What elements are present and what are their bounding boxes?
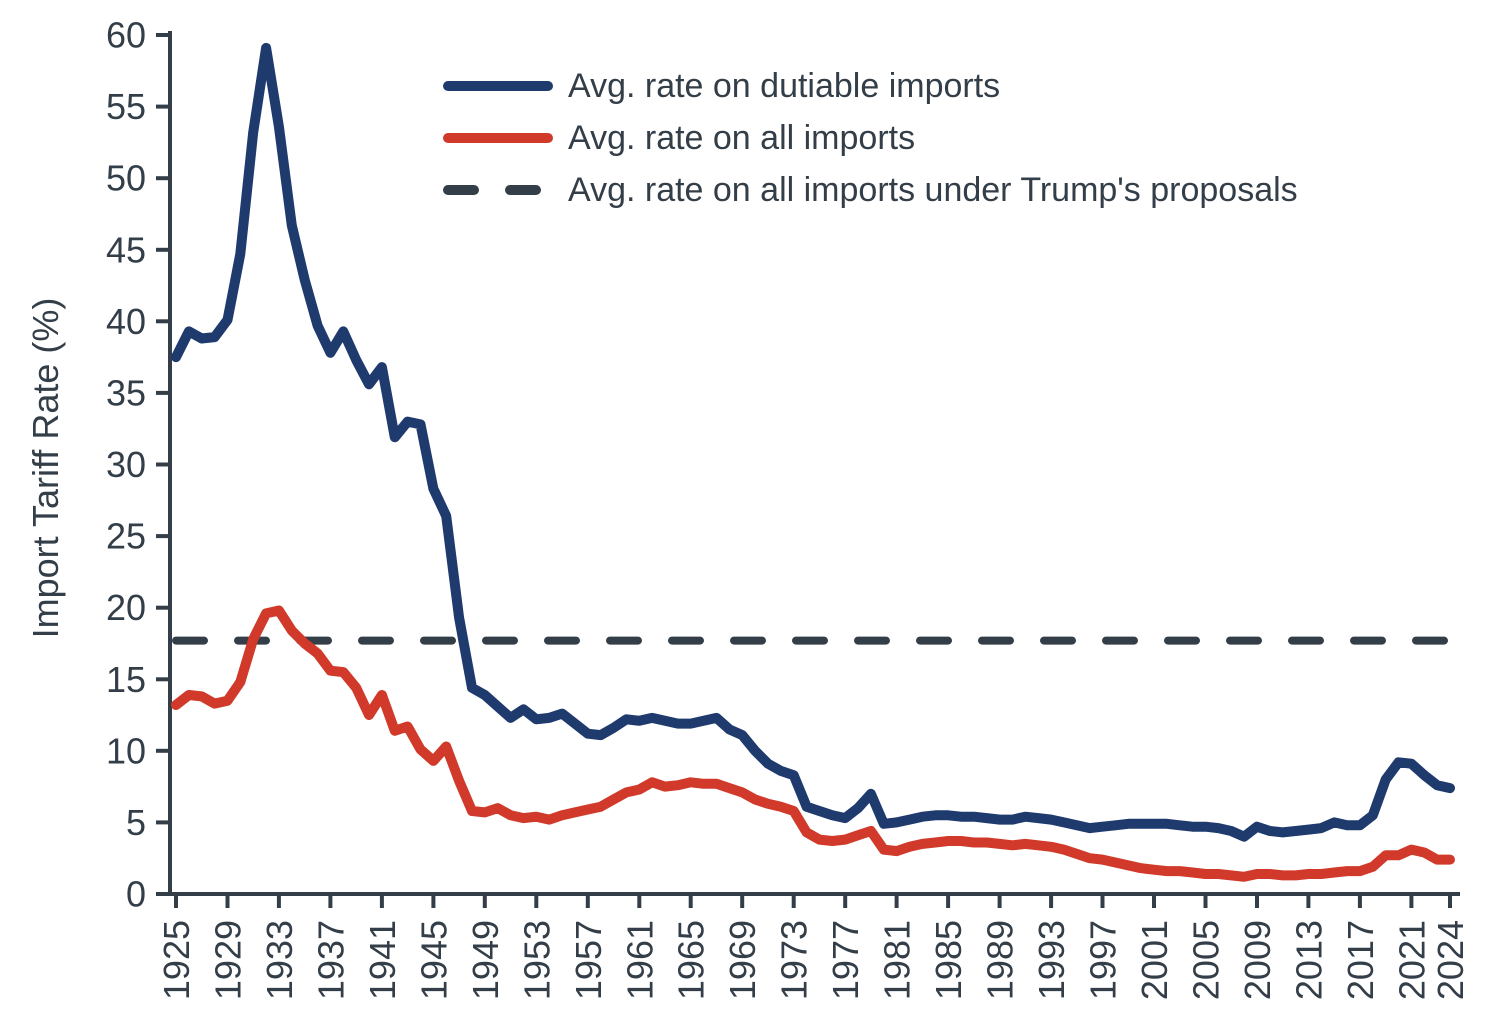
legend-label-all-imports: Avg. rate on all imports bbox=[568, 118, 916, 157]
x-tick-label: 1925 bbox=[156, 920, 197, 1000]
legend: Avg. rate on dutiable imports Avg. rate … bbox=[442, 60, 1298, 216]
y-tick-label: 60 bbox=[106, 15, 146, 56]
y-tick-label: 0 bbox=[126, 874, 146, 915]
x-tick-label: 2013 bbox=[1288, 920, 1329, 1000]
x-tick-label: 1965 bbox=[671, 920, 712, 1000]
legend-line-swatch-dutiable bbox=[443, 81, 553, 91]
legend-label-trump-proposal: Avg. rate on all imports under Trump's p… bbox=[568, 170, 1298, 209]
legend-item-dutiable: Avg. rate on dutiable imports bbox=[442, 60, 1298, 112]
x-tick-label: 1933 bbox=[259, 920, 300, 1000]
y-tick-label: 35 bbox=[106, 372, 146, 413]
x-tick-label: 1989 bbox=[980, 920, 1021, 1000]
y-axis-title: Import Tariff Rate (%) bbox=[25, 297, 66, 639]
y-tick-label: 15 bbox=[106, 659, 146, 700]
y-tick-label: 45 bbox=[106, 229, 146, 270]
x-tick-label: 1985 bbox=[928, 920, 969, 1000]
x-tick-label: 1929 bbox=[208, 920, 249, 1000]
x-tick-label: 1945 bbox=[413, 920, 454, 1000]
x-tick-label: 2021 bbox=[1391, 920, 1432, 1000]
legend-line-swatch-trump-proposal bbox=[443, 185, 553, 195]
x-tick-label: 1977 bbox=[825, 920, 866, 1000]
legend-item-all-imports: Avg. rate on all imports bbox=[442, 112, 1298, 164]
y-tick-label: 40 bbox=[106, 301, 146, 342]
series-line-dutiable bbox=[171, 42, 1455, 842]
x-tick-label: 2024 bbox=[1430, 920, 1471, 1000]
x-tick-label: 2017 bbox=[1340, 920, 1381, 1000]
x-tick-label: 1973 bbox=[774, 920, 815, 1000]
x-tick-label: 1941 bbox=[362, 920, 403, 1000]
y-tick-label: 25 bbox=[106, 516, 146, 557]
series-line-all-imports bbox=[171, 605, 1455, 882]
x-tick-label: 1961 bbox=[619, 920, 660, 1000]
y-tick-label: 50 bbox=[106, 158, 146, 199]
x-tick-label: 1997 bbox=[1083, 920, 1124, 1000]
legend-line-swatch-all-imports bbox=[443, 133, 553, 143]
x-tick-label: 2009 bbox=[1237, 920, 1278, 1000]
legend-label-dutiable: Avg. rate on dutiable imports bbox=[568, 66, 1001, 105]
y-tick-label: 10 bbox=[106, 730, 146, 771]
x-tick-label: 1981 bbox=[877, 920, 918, 1000]
x-tick-label: 2001 bbox=[1134, 920, 1175, 1000]
y-tick-label: 55 bbox=[106, 86, 146, 127]
x-tick-label: 1957 bbox=[568, 920, 609, 1000]
x-tick-label: 1953 bbox=[516, 920, 557, 1000]
x-tick-label: 1969 bbox=[722, 920, 763, 1000]
y-tick-label: 30 bbox=[106, 444, 146, 485]
y-tick-label: 5 bbox=[126, 802, 146, 843]
x-tick-label: 1949 bbox=[465, 920, 506, 1000]
x-tick-label: 1937 bbox=[310, 920, 351, 1000]
x-tick-label: 2005 bbox=[1186, 920, 1227, 1000]
x-tick-label: 1993 bbox=[1031, 920, 1072, 1000]
legend-item-trump-proposal: Avg. rate on all imports under Trump's p… bbox=[442, 164, 1298, 216]
y-tick-label: 20 bbox=[106, 587, 146, 628]
